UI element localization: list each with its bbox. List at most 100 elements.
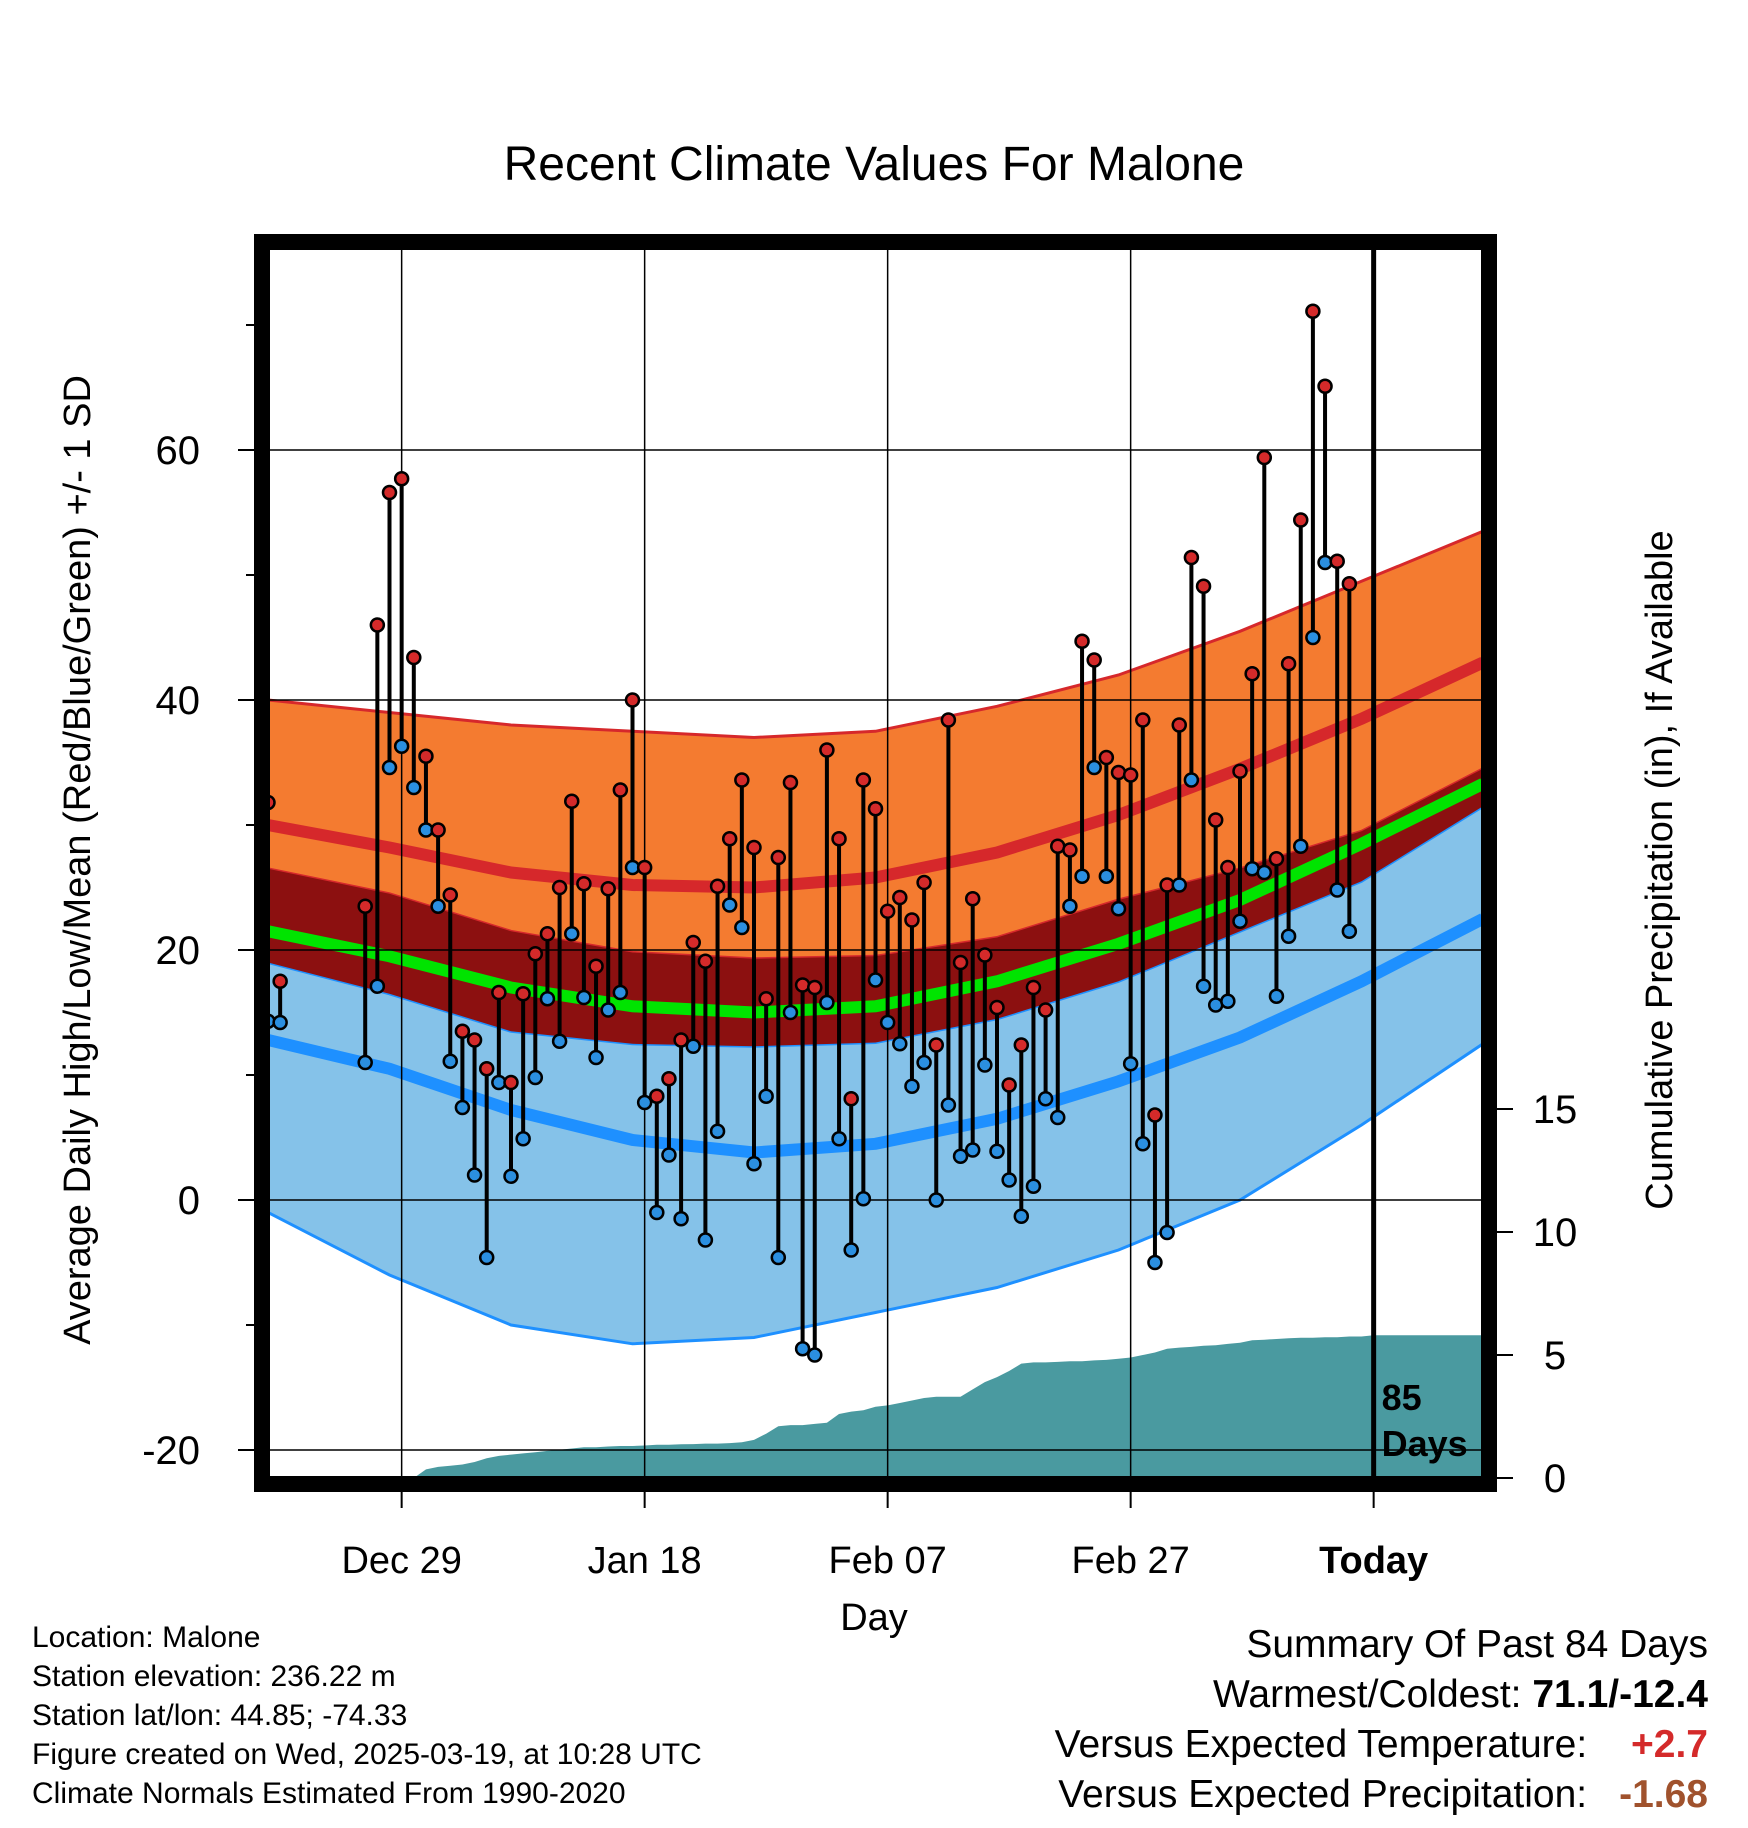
- daily-low-point: [879, 1014, 896, 1031]
- daily-high-point: [879, 903, 896, 919]
- x-axis-label: Day: [840, 1597, 908, 1639]
- daily-high-point: [819, 742, 835, 758]
- normals-text: Climate Normals Estimated From 1990-2020: [32, 1777, 626, 1810]
- daily-low-point: [721, 897, 738, 913]
- daily-high-point: [916, 874, 932, 891]
- daily-high-point: [357, 898, 373, 914]
- daily-high-point: [1183, 549, 1200, 566]
- station-info: Location: Malone Station elevation: 236.…: [32, 1618, 702, 1813]
- daily-high-point: [503, 1074, 519, 1091]
- daily-high-point: [1025, 979, 1042, 996]
- daily-high-point: [393, 471, 410, 487]
- plot-frame: [254, 234, 1497, 1492]
- daily-low-point: [454, 1099, 471, 1116]
- daily-low-point: [1037, 1091, 1054, 1107]
- daily-high-point: [1037, 1002, 1054, 1018]
- daily-high-point: [466, 1032, 483, 1048]
- daily-low-point: [381, 759, 398, 776]
- daily-low-point: [369, 978, 386, 994]
- daily-high-point: [1220, 859, 1236, 876]
- summary-temp: Versus Expected Temperature: +2.7: [1055, 1720, 1708, 1770]
- x-tick-label: Feb 07: [828, 1540, 946, 1582]
- daily-low-point: [612, 984, 629, 1001]
- precip-value: -1.68: [1619, 1773, 1708, 1816]
- daily-low-point: [551, 1033, 568, 1049]
- daily-high-point: [539, 926, 556, 942]
- daily-high-point: [1001, 1077, 1017, 1093]
- daily-high-point: [649, 1088, 665, 1104]
- daily-high-point: [1147, 1107, 1163, 1123]
- y2-tick-label: 5: [1544, 1334, 1566, 1378]
- daily-high-point: [989, 999, 1005, 1016]
- daily-high-point: [515, 986, 531, 1002]
- daily-low-point: [600, 1002, 616, 1018]
- x-tick-label: Jan 18: [588, 1540, 702, 1582]
- daily-low-point: [1232, 913, 1248, 929]
- daily-high-point: [478, 1061, 495, 1077]
- daily-high-point: [1086, 652, 1102, 668]
- daily-high-point: [491, 984, 507, 1001]
- daily-high-point: [1074, 633, 1090, 649]
- daily-high-point: [624, 692, 641, 708]
- daily-low-point: [1329, 882, 1345, 898]
- daily-high-point: [381, 484, 398, 501]
- daily-high-point: [1098, 749, 1115, 766]
- daily-high-point: [576, 876, 592, 892]
- daily-high-point: [782, 774, 799, 791]
- summary-title: Summary Of Past 84 Days: [1246, 1623, 1708, 1666]
- daily-high-point: [964, 891, 981, 907]
- y-tick-label: 60: [156, 429, 201, 473]
- daily-low-point: [503, 1168, 519, 1184]
- daily-high-point: [831, 831, 847, 847]
- temp-label: Versus Expected Temperature:: [1054, 1723, 1588, 1766]
- daily-low-point: [393, 738, 410, 754]
- daily-high-point: [1355, 0, 1368, 7]
- daily-low-point: [807, 1347, 823, 1363]
- daily-low-point: [357, 1054, 373, 1071]
- daily-low-point: [466, 1167, 483, 1183]
- daily-high-point: [1207, 812, 1224, 828]
- daily-low-point: [1268, 988, 1285, 1004]
- daily-high-point: [770, 849, 787, 866]
- daily-high-point: [1256, 449, 1273, 466]
- daily-high-point: [636, 859, 653, 876]
- daily-low-point: [1050, 1109, 1066, 1126]
- daily-high-point: [661, 1071, 677, 1087]
- daily-high-point: [1329, 553, 1345, 569]
- x-tick-label: Today: [1319, 1540, 1428, 1582]
- daily-high-point: [1280, 656, 1297, 672]
- daily-high-point: [600, 881, 616, 897]
- daily-high-point: [1122, 767, 1139, 783]
- y2-tick-label: 0: [1544, 1457, 1566, 1501]
- daily-high-point: [564, 793, 580, 809]
- today-days-label: Days: [1382, 1423, 1468, 1464]
- daily-low-point: [940, 1097, 957, 1113]
- precip-fill: [268, 1335, 1483, 1478]
- daily-low-point: [272, 1014, 288, 1031]
- daily-high-point: [1367, 0, 1380, 7]
- daily-high-point: [855, 772, 872, 788]
- daily-low-point: [1305, 629, 1321, 646]
- daily-high-point: [685, 934, 701, 951]
- daily-low-point: [576, 989, 592, 1006]
- daily-low-point: [1280, 928, 1297, 944]
- daily-low-point: [1220, 993, 1236, 1009]
- elevation-text: Station elevation: 236.22 m: [32, 1660, 396, 1693]
- x-tick-label: Dec 29: [341, 1540, 461, 1582]
- daily-low-point: [527, 1069, 544, 1086]
- daily-low-point: [819, 994, 835, 1011]
- daily-low-point: [746, 1156, 762, 1172]
- daily-low-point: [1341, 923, 1358, 939]
- daily-low-point: [1159, 1224, 1175, 1241]
- daily-low-point: [1256, 864, 1273, 881]
- overlap-band: [268, 768, 1483, 1047]
- daily-high-point: [940, 712, 957, 728]
- daily-low-point: [1293, 838, 1309, 854]
- daily-low-point: [867, 972, 884, 988]
- daily-low-point: [855, 1191, 872, 1207]
- daily-high-point: [928, 1037, 944, 1053]
- y2-axis-label: Cumulative Precipitation (in), If Availa…: [1639, 530, 1681, 1209]
- daily-high-point: [709, 878, 726, 894]
- daily-low-point: [1135, 1136, 1151, 1152]
- y2-tick-label: 10: [1533, 1211, 1578, 1255]
